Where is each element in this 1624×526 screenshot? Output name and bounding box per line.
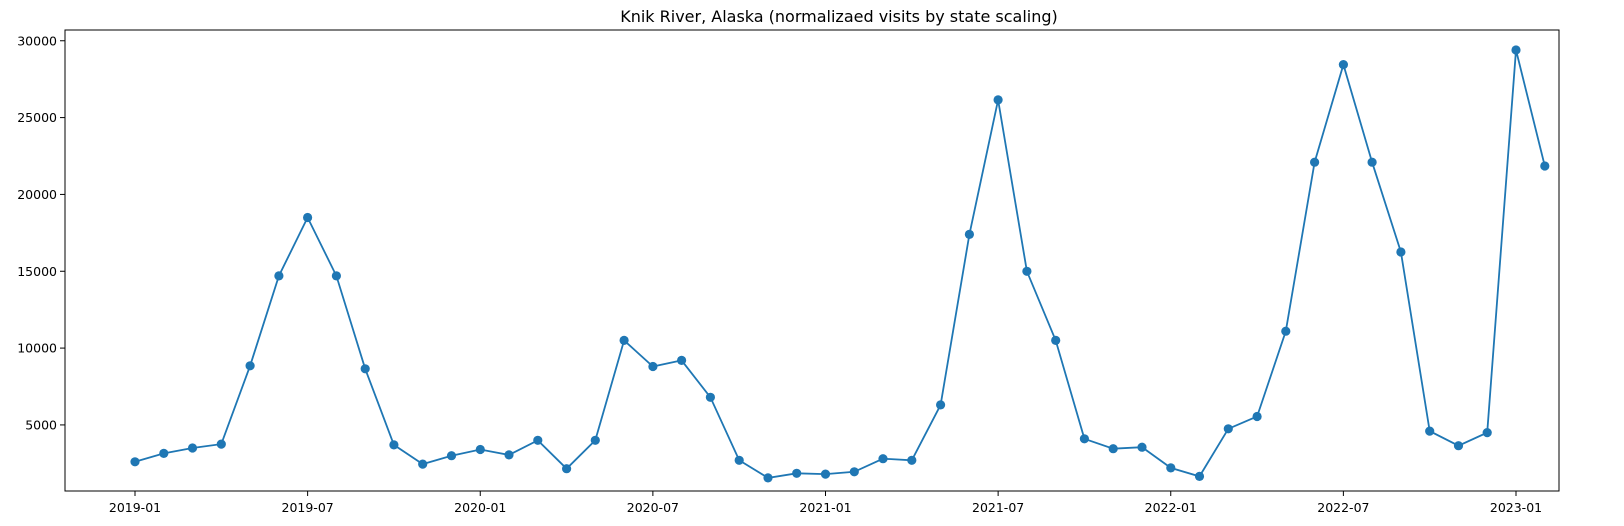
data-point <box>360 364 370 374</box>
data-point <box>1137 442 1147 452</box>
data-point <box>1079 434 1089 444</box>
data-point <box>820 469 831 479</box>
data-point <box>159 448 169 458</box>
data-point <box>1310 157 1320 167</box>
y-tick-label: 20000 <box>17 187 57 202</box>
data-point <box>446 451 457 461</box>
data-point <box>216 439 226 449</box>
data-point <box>964 229 975 239</box>
x-tick-label: 2020-07 <box>627 500 679 515</box>
data-point <box>677 355 687 365</box>
data-point <box>1252 411 1262 422</box>
data-point <box>1338 60 1348 70</box>
y-tick-label: 10000 <box>17 341 57 356</box>
y-tick-label: 30000 <box>17 33 57 48</box>
y-tick-label: 15000 <box>17 264 57 279</box>
x-tick-label: 2021-07 <box>972 500 1024 515</box>
data-point <box>792 468 802 478</box>
x-tick-label: 2023-01 <box>1490 500 1542 515</box>
data-point <box>1022 266 1032 276</box>
data-point <box>389 440 399 450</box>
y-tick-label: 5000 <box>25 417 57 432</box>
axes: 2019-01 2019-07 2020-01 2020-07 2021-01 2021-… <box>17 29 1560 515</box>
data-point <box>734 455 744 465</box>
data-point <box>648 361 658 372</box>
data-point <box>130 457 140 467</box>
data-point <box>849 467 859 477</box>
series-line <box>134 49 1546 479</box>
data-point <box>1367 157 1377 167</box>
data-point <box>936 400 946 410</box>
data-point <box>187 443 198 453</box>
data-point <box>504 450 514 460</box>
data-point <box>274 271 284 281</box>
chart-title: Knik River, Alaska (normalizaed visits b… <box>620 7 1058 26</box>
data-point <box>1482 428 1492 438</box>
data-point <box>533 435 543 445</box>
x-tick-label: 2022-07 <box>1317 500 1369 515</box>
data-point <box>907 455 917 465</box>
data-point <box>590 435 600 445</box>
x-tick-label: 2021-01 <box>799 500 851 515</box>
data-point <box>562 464 572 474</box>
data-point <box>475 444 485 455</box>
data-point <box>1166 463 1176 473</box>
data-point <box>1051 335 1061 345</box>
plot-area <box>130 45 1550 483</box>
data-point <box>418 459 428 469</box>
data-point <box>1223 424 1233 434</box>
data-point <box>245 361 255 371</box>
x-tick-label: 2019-01 <box>109 500 161 515</box>
data-point <box>1281 326 1291 336</box>
data-point <box>1511 45 1521 55</box>
data-point <box>1425 426 1435 436</box>
data-point <box>1194 471 1205 481</box>
data-point <box>1108 444 1118 454</box>
data-point <box>878 454 888 464</box>
y-tick-label: 25000 <box>17 110 57 125</box>
data-point <box>1453 441 1464 451</box>
data-point <box>331 271 341 281</box>
data-point <box>705 392 716 402</box>
data-point <box>619 335 629 345</box>
data-point <box>763 473 773 483</box>
x-tick-label: 2020-01 <box>454 500 506 515</box>
data-point <box>1540 161 1550 171</box>
data-point <box>993 95 1003 105</box>
x-tick-label: 2019-07 <box>282 500 334 515</box>
plot-frame <box>64 29 1560 492</box>
data-point <box>303 212 313 223</box>
x-tick-label: 2022-01 <box>1145 500 1197 515</box>
data-point <box>1396 247 1406 257</box>
